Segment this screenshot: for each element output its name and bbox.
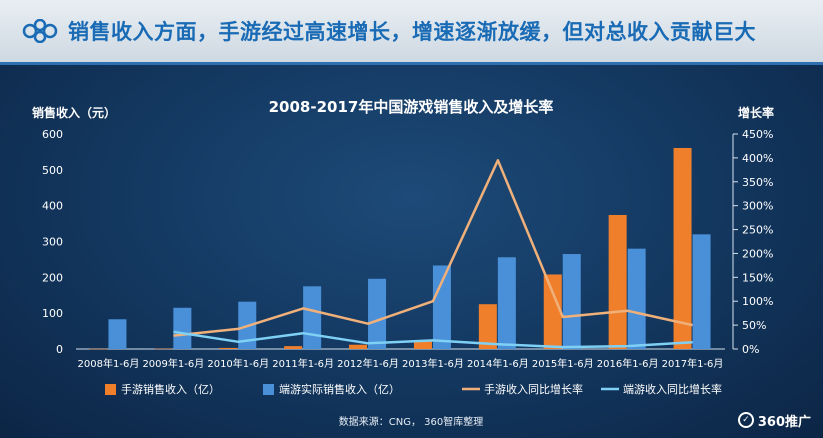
y2-tick-label: 50% — [742, 319, 766, 332]
mobile-revenue-bar — [219, 347, 238, 349]
mobile-revenue-bar — [478, 304, 497, 349]
y2-tick-label: 300% — [742, 200, 773, 213]
mobile-revenue-bar — [543, 274, 562, 349]
legend-label: 端游收入同比增长率 — [623, 382, 722, 396]
y2-axis-title: 增长率 — [738, 105, 774, 120]
x-tick-label: 2012年1-6月 — [337, 357, 399, 370]
pc-revenue-bar — [627, 248, 646, 349]
pc-revenue-bar — [432, 265, 451, 349]
mobile-revenue-bar — [673, 147, 692, 349]
pc-revenue-bar — [368, 278, 387, 349]
revenue-growth-chart: 2008-2017年中国游戏销售收入及增长率 销售收入（元） 增长率 0 100 200 3… — [32, 98, 774, 428]
y-axis-title: 销售收入（元） — [32, 105, 116, 120]
x-tick-label: 2009年1-6月 — [142, 357, 204, 370]
y2-tick-label: 400% — [742, 152, 773, 165]
x-tick-label: 2015年1-6月 — [532, 357, 594, 370]
y-tick-label: 500 — [42, 164, 63, 177]
y2-tick-label: 450% — [742, 128, 773, 141]
y-tick-label: 200 — [42, 271, 63, 284]
chart-title: 2008-2017年中国游戏销售收入及增长率 — [269, 98, 554, 116]
legend-swatch — [105, 384, 116, 395]
watermark-text: 360推广 — [757, 414, 811, 430]
legend-label: 手游收入同比增长率 — [484, 382, 583, 396]
clover-logo-icon — [22, 19, 58, 43]
legend-label: 端游实际销售收入（亿） — [279, 382, 400, 396]
legend-label: 手游销售收入（亿） — [121, 382, 220, 396]
y-tick-label: 600 — [42, 128, 63, 141]
mobile-revenue-bar — [284, 346, 303, 349]
mobile-revenue-bar — [349, 344, 368, 349]
y-tick-label: 100 — [42, 307, 63, 320]
header-divider — [0, 62, 823, 65]
x-tick-label: 2017年1-6月 — [662, 357, 724, 370]
pc-revenue-bar — [173, 307, 192, 349]
legend-swatch — [263, 384, 274, 395]
x-tick-label: 2011年1-6月 — [272, 357, 334, 370]
mobile-revenue-bar — [89, 348, 108, 350]
x-tick-label: 2014年1-6月 — [467, 357, 529, 370]
y2-tick-label: 150% — [742, 271, 773, 284]
x-tick-label: 2008年1-6月 — [78, 357, 140, 370]
mobile-growth-line — [173, 159, 693, 337]
y2-tick-label: 250% — [742, 224, 773, 237]
pc-revenue-bar — [562, 254, 581, 349]
source-note: 数据来源：CNG， 360智库整理 — [339, 415, 483, 428]
y-tick-label: 400 — [42, 200, 63, 213]
x-tick-label: 2010年1-6月 — [207, 357, 269, 370]
y2-tick-label: 350% — [742, 176, 773, 189]
pc-revenue-bar — [497, 257, 516, 349]
y2-tick-label: 0% — [742, 343, 759, 356]
360-logo-icon: ✓ — [737, 412, 754, 428]
pc-revenue-bar — [692, 234, 711, 349]
pc-revenue-bar — [303, 286, 322, 349]
x-tick-label: 2013年1-6月 — [402, 357, 464, 370]
pc-revenue-bar — [108, 319, 127, 349]
mobile-revenue-bar — [154, 348, 173, 350]
y-tick-label: 300 — [42, 236, 63, 249]
page-headline: 销售收入方面，手游经过高速增长，增速逐渐放缓，但对总收入贡献巨大 — [68, 20, 756, 44]
y-tick-label: 0 — [56, 343, 63, 356]
mobile-revenue-bar — [413, 340, 432, 349]
y2-tick-label: 200% — [742, 247, 773, 260]
header-banner: 销售收入方面，手游经过高速增长，增速逐渐放缓，但对总收入贡献巨大 — [0, 0, 823, 62]
watermark: ✓ 360推广 — [737, 410, 811, 430]
pc-growth-line — [173, 330, 693, 349]
y2-tick-label: 100% — [742, 295, 773, 308]
x-tick-label: 2016年1-6月 — [597, 357, 659, 370]
mobile-revenue-bar — [608, 214, 627, 349]
